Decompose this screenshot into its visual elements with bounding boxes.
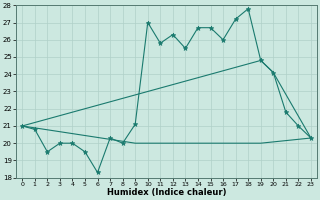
- X-axis label: Humidex (Indice chaleur): Humidex (Indice chaleur): [107, 188, 226, 197]
